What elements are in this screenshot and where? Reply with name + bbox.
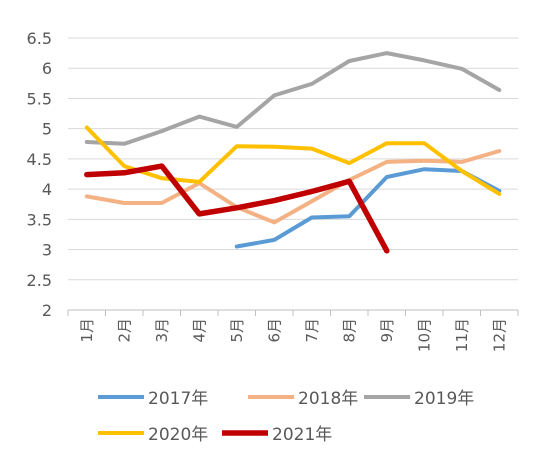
y-tick-label: 2 xyxy=(42,301,52,320)
y-tick-labels: 6.5 6 5.5 5 4.5 4 3.5 3 2.5 2 xyxy=(27,29,52,320)
legend-item: 2017年 xyxy=(98,389,208,409)
legend-item: 2020年 xyxy=(98,425,208,445)
gridlines xyxy=(68,37,518,281)
x-tick-label: 11月 xyxy=(453,318,471,352)
series-line-2020年 xyxy=(84,125,502,196)
x-tick-label: 6月 xyxy=(265,318,283,343)
legend-item: 2018年 xyxy=(248,389,358,409)
y-tick-label: 6.5 xyxy=(27,29,52,48)
y-tick-label: 3 xyxy=(42,241,52,260)
legend-label: 2018年 xyxy=(298,389,358,409)
legend: 2017年 2018年 2019年 2020年 2021年 xyxy=(98,389,474,445)
y-tick-label: 5.5 xyxy=(27,89,52,108)
x-tick-label: 7月 xyxy=(303,318,321,343)
y-tick-label: 2.5 xyxy=(27,271,52,290)
legend-label: 2017年 xyxy=(148,389,208,409)
legend-label: 2019年 xyxy=(414,389,474,409)
series-line-2018年 xyxy=(84,149,502,225)
y-tick-label: 5 xyxy=(42,120,52,139)
x-tick-label: 1月 xyxy=(78,318,96,343)
legend-label: 2020年 xyxy=(148,425,208,445)
y-tick-label: 4 xyxy=(42,180,52,199)
y-tick-label: 6 xyxy=(42,59,52,78)
x-tick-label: 2月 xyxy=(115,318,133,343)
x-axis xyxy=(67,309,519,316)
x-tick-label: 3月 xyxy=(153,318,171,343)
series-line-2019年 xyxy=(84,51,502,146)
series-line-2017年 xyxy=(234,167,502,249)
legend-item: 2019年 xyxy=(364,389,474,409)
y-tick-label: 4.5 xyxy=(27,150,52,169)
y-tick-label: 3.5 xyxy=(27,210,52,229)
series-lines xyxy=(84,51,502,254)
x-tick-label: 5月 xyxy=(228,318,246,343)
legend-item: 2021年 xyxy=(222,425,332,445)
legend-label: 2021年 xyxy=(272,425,332,445)
x-tick-label: 4月 xyxy=(190,318,208,343)
x-tick-label: 8月 xyxy=(340,318,358,343)
x-tick-label: 9月 xyxy=(378,318,396,343)
x-tick-labels: 1月 2月 3月 4月 5月 6月 7月 8月 9月 10月 11月 12月 xyxy=(78,318,509,352)
x-tick-label: 12月 xyxy=(490,318,508,352)
x-tick-label: 10月 xyxy=(415,318,433,352)
series-line-2021年 xyxy=(84,163,390,254)
